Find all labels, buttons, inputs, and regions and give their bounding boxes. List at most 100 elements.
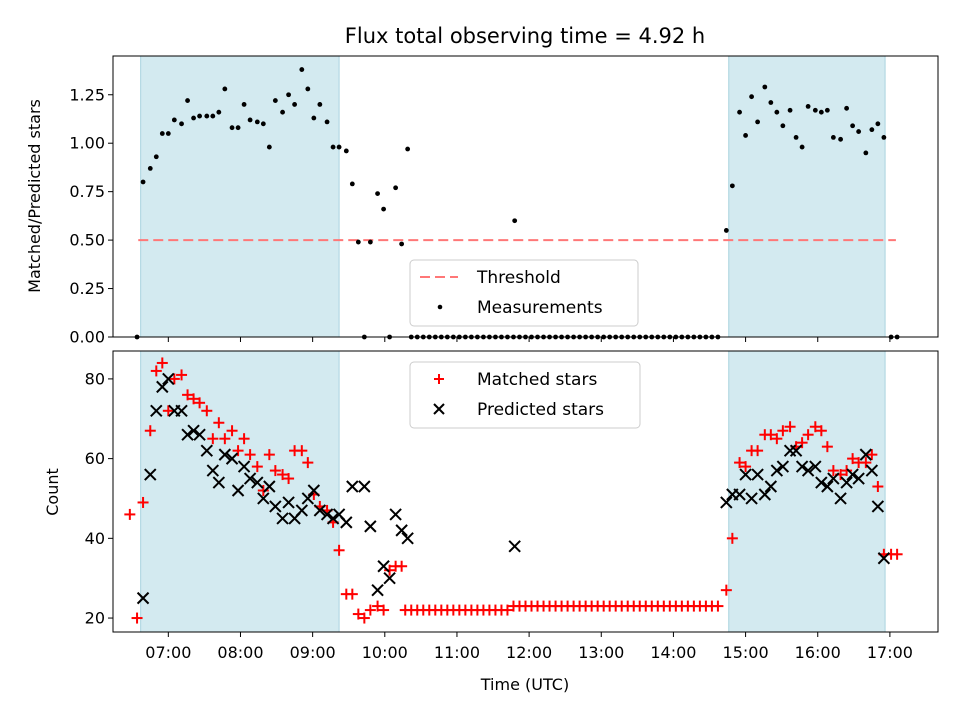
predicted-star-point (144, 468, 157, 481)
matched-star-point (263, 449, 275, 461)
matched-star-point (372, 600, 384, 612)
measurement-point (260, 121, 266, 127)
measurement-point (367, 239, 373, 245)
matched-star-point (124, 508, 136, 520)
matched-star-point (815, 425, 827, 437)
predicted-star-point (175, 404, 188, 417)
predicted-star-point (846, 468, 859, 481)
measurement-point (393, 185, 399, 191)
predicted-star-point (313, 504, 327, 517)
measurement-point (191, 115, 196, 121)
xtick-label: 12:00 (506, 643, 552, 662)
matched-star-point (734, 457, 746, 469)
matched-star-point (384, 564, 396, 576)
matched-star-point (137, 496, 149, 508)
xtick-label: 17:00 (867, 643, 913, 662)
predicted-star-point (307, 484, 321, 497)
bottom-ytick-label: 80 (85, 369, 105, 388)
xtick-label: 08:00 (217, 643, 263, 662)
matched-star-point (771, 433, 783, 445)
bottom-y-axis-label: Count (43, 468, 62, 516)
xtick-label: 09:00 (290, 643, 336, 662)
measurement-point (375, 191, 380, 196)
predicted-star-point (739, 468, 752, 481)
predicted-star-point (276, 512, 289, 525)
measurement-point (204, 113, 210, 119)
matched-star-point (182, 389, 194, 401)
bottom-ytick-label: 60 (85, 449, 105, 468)
matched-star-point (283, 473, 295, 485)
bottom-legend: Matched stars Predicted stars (409, 361, 641, 429)
matched-star-point (501, 604, 513, 616)
measurement-point (216, 109, 222, 115)
matched-star-point (213, 417, 225, 429)
measurement-point (405, 146, 411, 152)
predicted-star-point (162, 372, 175, 386)
predicted-star-point (809, 460, 822, 473)
measurement-point (818, 109, 824, 115)
predicted-star-point (225, 452, 239, 465)
top-plot-frame (112, 55, 939, 338)
predicted-star-point (257, 492, 270, 505)
predicted-star-point (320, 508, 334, 521)
measurement-point (280, 109, 285, 115)
predicted-star-point (776, 460, 790, 473)
measurement-point (229, 125, 235, 131)
predicted-star-point (237, 460, 251, 473)
legend-predicted-label: Predicted stars (477, 400, 604, 420)
predicted-star-point (212, 476, 226, 489)
measurement-point (222, 86, 228, 92)
matched-star-point (796, 437, 808, 449)
matched-star-point (364, 604, 376, 616)
matched-legend-swatch (434, 374, 444, 384)
matched-star-point (352, 608, 364, 620)
top-y-axis-label: Matched/Predicted stars (25, 99, 44, 293)
measurement-point (336, 144, 342, 150)
predicted-star-point (852, 472, 865, 485)
measurement-point (737, 109, 742, 115)
predicted-star-point (401, 532, 414, 545)
xtick-label: 07:00 (145, 643, 191, 662)
matched-star-point (150, 365, 162, 377)
predicted-star-point (346, 480, 359, 493)
measurement-point (311, 115, 317, 121)
measurement-point (147, 166, 153, 171)
matched-star-point (346, 588, 358, 600)
matched-star-point (726, 532, 738, 544)
predicted-star-point (269, 500, 282, 513)
top-ytick-label: 1.25 (69, 85, 105, 104)
matched-star-point (777, 425, 789, 437)
predicted-star-point (508, 540, 521, 553)
measurement-point (159, 131, 165, 136)
predicted-star-point (150, 404, 163, 417)
measurement-point (824, 107, 830, 113)
predicted-star-point (243, 472, 257, 485)
matched-star-point (144, 425, 156, 437)
matched-star-point (765, 429, 777, 441)
predicted-star-point (156, 380, 169, 394)
xtick-label: 10:00 (362, 643, 408, 662)
x-axis-label: Time (UTC) (480, 675, 569, 694)
matched-star-point (296, 445, 308, 457)
top-legend-box (409, 259, 639, 327)
matched-star-point (201, 405, 213, 417)
measurement-point (812, 107, 818, 113)
matched-star-point (866, 449, 878, 461)
measurement-point (324, 119, 330, 125)
matched-star-point (188, 393, 200, 405)
measurement-point (254, 119, 260, 125)
matched-star-point (333, 544, 345, 556)
xtick-label: 14:00 (650, 643, 696, 662)
matched-star-point (194, 397, 206, 409)
measurement-point (381, 206, 386, 212)
measurement-point (210, 113, 216, 119)
measurement-point (863, 150, 869, 156)
measurement-point (349, 181, 355, 187)
predicted-star-point (821, 480, 834, 493)
predicted-star-point (758, 488, 772, 501)
matched-star-point (257, 485, 269, 497)
predicted-star-point (181, 428, 194, 441)
xtick-label: 13:00 (578, 643, 624, 662)
matched-star-point (841, 465, 853, 477)
measurements-legend-swatch (437, 304, 443, 310)
